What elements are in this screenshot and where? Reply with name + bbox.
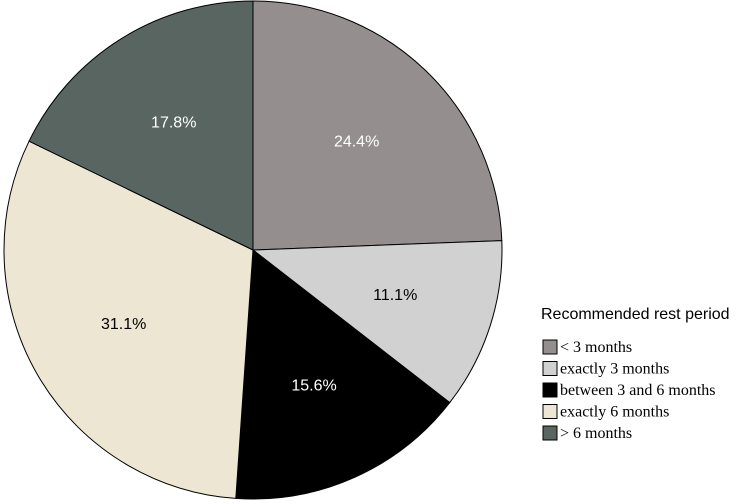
- pie-slice-exactly-6-months: [3, 140, 254, 499]
- pie-slice-between-3-and-6-months: [235, 249, 451, 500]
- pie-slice-3-months: [252, 0, 503, 251]
- legend-swatch-6-months: [542, 425, 558, 441]
- legend-swatch-3-months: [542, 339, 558, 355]
- slice-label-6-months: 17.8%: [151, 115, 196, 132]
- legend-items: < 3 months exactly 3 months between 3 and …: [542, 339, 716, 442]
- legend-label-exactly-3-months: exactly 3 months: [560, 361, 669, 378]
- pie-slice-labels: 24.4% 11.1% 15.6% 31.1% 17.8%: [101, 115, 417, 395]
- legend-label-3-months: < 3 months: [560, 339, 632, 356]
- legend-swatch-between-3-and-6-months: [542, 382, 558, 398]
- legend-swatch-exactly-3-months: [542, 361, 558, 376]
- slice-label-exactly-6-months: 31.1%: [101, 316, 146, 333]
- pie-slices: [3, 0, 503, 500]
- legend-title: Recommended rest period: [541, 306, 730, 323]
- pie-slice-exactly-3-months: [251, 240, 503, 404]
- legend-label-6-months: > 6 months: [560, 425, 632, 442]
- legend-label-between-3-and-6-months: between 3 and 6 months: [560, 382, 716, 399]
- slice-label-between-3-and-6-months: 15.6%: [291, 378, 336, 395]
- legend-swatch-exactly-6-months: [542, 404, 558, 419]
- slice-label-3-months: 24.4%: [334, 134, 379, 151]
- legend: Recommended rest period < 3 months exactl…: [541, 306, 730, 442]
- slice-label-exactly-3-months: 11.1%: [373, 287, 417, 304]
- legend-label-exactly-6-months: exactly 6 months: [560, 404, 669, 421]
- pie-slice-6-months: [28, 0, 254, 251]
